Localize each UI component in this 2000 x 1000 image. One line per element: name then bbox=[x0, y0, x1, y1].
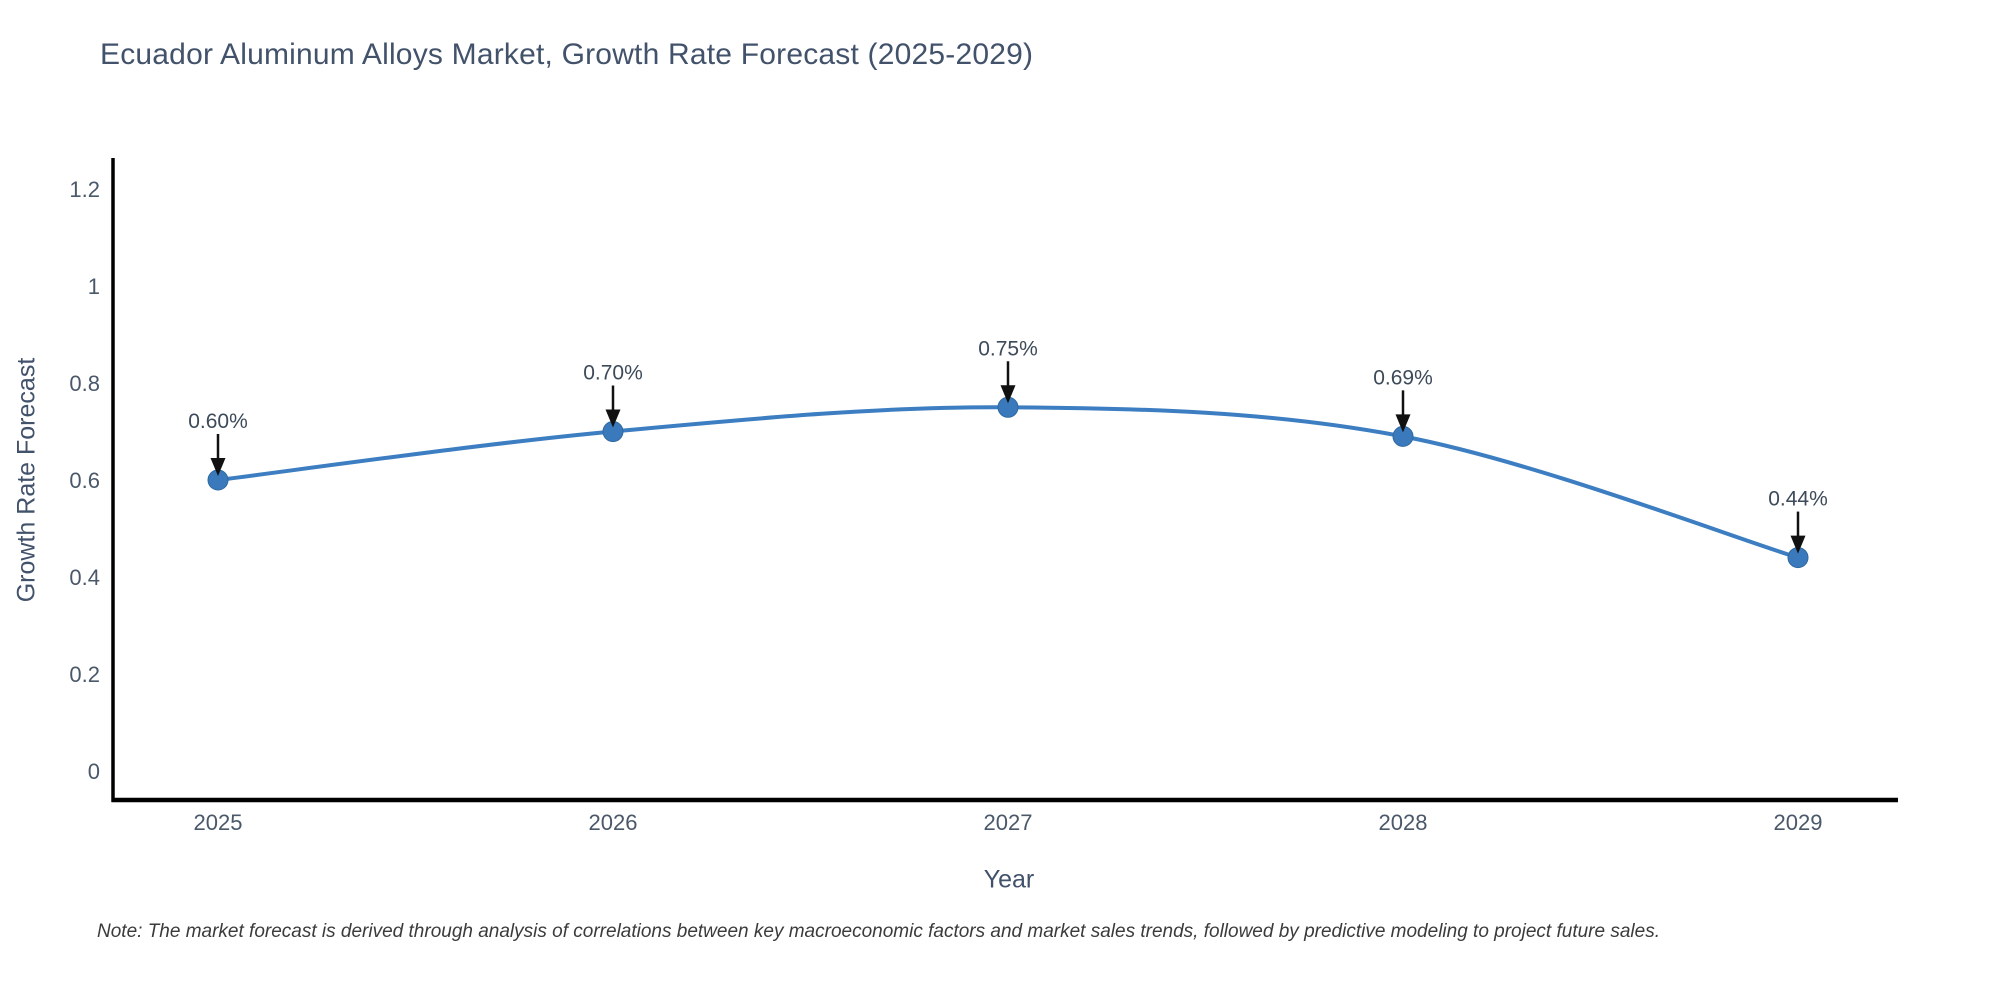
annotation-label: 0.75% bbox=[978, 337, 1038, 360]
y-tick-label: 0.2 bbox=[69, 662, 100, 687]
annotation-arrow-head bbox=[605, 409, 621, 428]
x-tick-label: 2027 bbox=[984, 810, 1033, 835]
footnote: Note: The market forecast is derived thr… bbox=[97, 921, 1660, 942]
x-tick-label: 2028 bbox=[1379, 810, 1428, 835]
annotation-arrow-head bbox=[1000, 385, 1016, 404]
annotation-arrow-head bbox=[1395, 414, 1411, 433]
annotation-arrow-head bbox=[1790, 535, 1806, 554]
chart-title: Ecuador Aluminum Alloys Market, Growth R… bbox=[100, 38, 1034, 71]
y-tick-label: 0.4 bbox=[69, 565, 100, 590]
y-tick-label: 0 bbox=[88, 759, 100, 784]
y-axis-title: Growth Rate Forecast bbox=[12, 357, 41, 603]
x-tick-label: 2025 bbox=[194, 810, 243, 835]
y-tick-label: 1.2 bbox=[69, 177, 100, 202]
y-tick-label: 1 bbox=[88, 274, 100, 299]
x-axis-title: Year bbox=[983, 865, 1035, 894]
x-tick-label: 2029 bbox=[1774, 810, 1823, 835]
x-tick-label: 2026 bbox=[589, 810, 638, 835]
annotation-label: 0.44% bbox=[1768, 488, 1828, 511]
annotation-label: 0.70% bbox=[583, 362, 643, 385]
y-tick-label: 0.8 bbox=[69, 371, 100, 396]
annotation-label: 0.60% bbox=[188, 410, 248, 433]
annotation-arrow-head bbox=[210, 458, 226, 476]
forecast-line bbox=[216, 405, 1800, 560]
y-tick-label: 0.6 bbox=[69, 468, 100, 493]
annotation-label: 0.69% bbox=[1373, 366, 1433, 389]
